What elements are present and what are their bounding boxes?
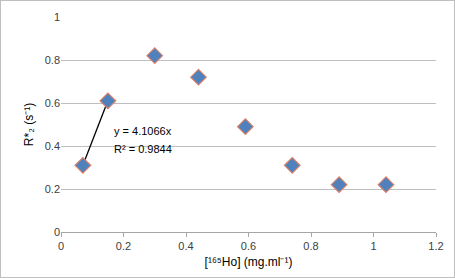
svg-text:0.4: 0.4 [178, 240, 193, 252]
svg-text:0: 0 [58, 240, 64, 252]
svg-text:1: 1 [370, 240, 376, 252]
svg-text:y = 4.1066x: y = 4.1066x [114, 125, 172, 137]
svg-text:0.2: 0.2 [116, 240, 131, 252]
svg-text:R² = 0.9844: R² = 0.9844 [114, 143, 172, 155]
svg-text:0.8: 0.8 [45, 54, 60, 66]
svg-text:1.2: 1.2 [428, 240, 443, 252]
svg-text:0.4: 0.4 [45, 140, 60, 152]
svg-text:R*₂ (s⁻¹): R*₂ (s⁻¹) [22, 103, 36, 146]
svg-text:0.6: 0.6 [45, 97, 60, 109]
svg-text:1: 1 [54, 11, 60, 23]
svg-text:0.2: 0.2 [45, 183, 60, 195]
svg-text:0: 0 [54, 226, 60, 238]
svg-text:0.6: 0.6 [241, 240, 256, 252]
svg-text:0.8: 0.8 [303, 240, 318, 252]
svg-text:[¹⁶⁵Ho] (mg.ml⁻¹): [¹⁶⁵Ho] (mg.ml⁻¹) [205, 255, 293, 269]
